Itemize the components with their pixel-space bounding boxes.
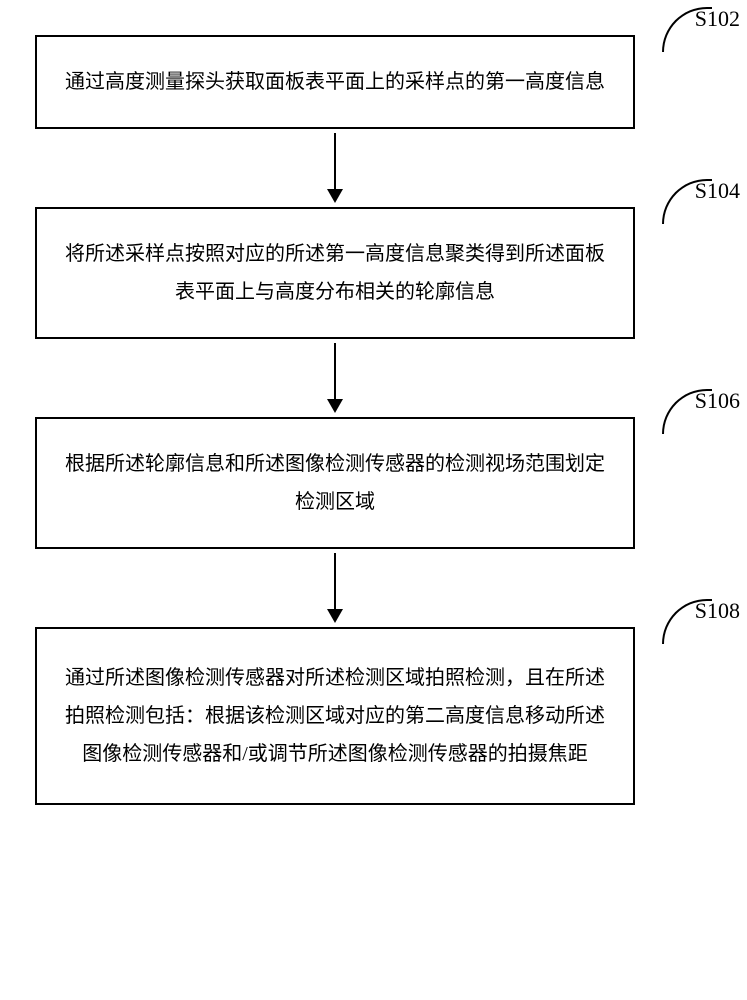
step-s102: S102 通过高度测量探头获取面板表平面上的采样点的第一高度信息: [35, 35, 635, 129]
step-box: 根据所述轮廓信息和所述图像检测传感器的检测视场范围划定检测区域: [35, 417, 635, 549]
step-box: 通过所述图像检测传感器对所述检测区域拍照检测，且在所述拍照检测包括：根据该检测区…: [35, 627, 635, 805]
arrow-line: [334, 133, 336, 189]
step-box: 将所述采样点按照对应的所述第一高度信息聚类得到所述面板表平面上与高度分布相关的轮…: [35, 207, 635, 339]
step-box: 通过高度测量探头获取面板表平面上的采样点的第一高度信息: [35, 35, 635, 129]
flowchart-container: S102 通过高度测量探头获取面板表平面上的采样点的第一高度信息 S104 将所…: [35, 35, 635, 805]
arrow-head-icon: [327, 399, 343, 413]
arrow-connector: [35, 549, 635, 627]
arrow-connector: [35, 129, 635, 207]
arrow-line: [334, 553, 336, 609]
arrow-line: [334, 343, 336, 399]
step-label: S104: [695, 178, 740, 204]
step-label: S108: [695, 598, 740, 624]
step-label-container: S108: [649, 599, 740, 624]
step-label-container: S102: [649, 7, 740, 32]
arrow-head-icon: [327, 609, 343, 623]
step-label: S106: [695, 388, 740, 414]
step-label: S102: [695, 6, 740, 32]
step-label-container: S104: [649, 179, 740, 204]
arrow-connector: [35, 339, 635, 417]
step-s104: S104 将所述采样点按照对应的所述第一高度信息聚类得到所述面板表平面上与高度分…: [35, 207, 635, 339]
step-label-container: S106: [649, 389, 740, 414]
step-s106: S106 根据所述轮廓信息和所述图像检测传感器的检测视场范围划定检测区域: [35, 417, 635, 549]
arrow-head-icon: [327, 189, 343, 203]
step-s108: S108 通过所述图像检测传感器对所述检测区域拍照检测，且在所述拍照检测包括：根…: [35, 627, 635, 805]
